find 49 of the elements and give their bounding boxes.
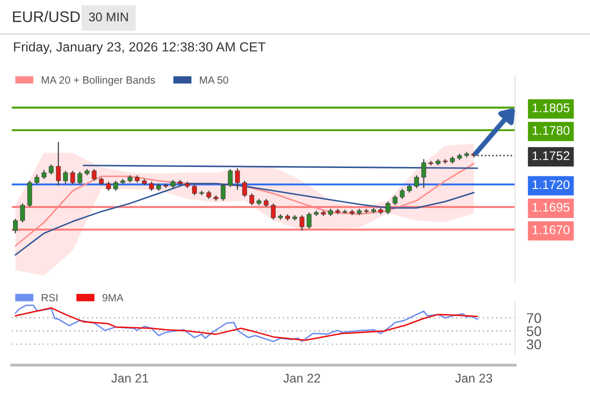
x-tick-label: Jan 23 [455, 374, 492, 383]
candlestick [392, 194, 398, 206]
candlestick [414, 174, 419, 189]
candlestick [106, 181, 111, 192]
y-tick-label: 1.1695 [532, 202, 570, 212]
y-tick-label: 1.1720 [532, 180, 570, 190]
candlestick [386, 201, 390, 215]
candlestick [42, 169, 46, 180]
candlestick [400, 188, 405, 200]
candlestick [48, 164, 54, 176]
candlestick [63, 170, 68, 184]
legend-label: 9MA [102, 294, 124, 302]
y-tick-label: 1.1670 [532, 225, 570, 234]
chart-subtitle: Friday, January 23, 2026 12:38:30 AM CET [14, 42, 266, 54]
candlestick [149, 181, 154, 192]
line-series [14, 182, 475, 256]
legend-label: RSI [42, 294, 58, 302]
candlestick [249, 192, 254, 206]
candlestick [300, 214, 304, 232]
x-tick-label: Jan 22 [283, 374, 320, 383]
y-tick-label: 1.1805 [532, 103, 570, 112]
chart-title: EUR/USD [13, 10, 80, 22]
y-tick-label: 50 [526, 326, 542, 336]
candlestick [242, 180, 247, 198]
y-tick-label: 70 [526, 313, 542, 323]
y-tick-label: 1.1780 [532, 126, 570, 135]
candlestick [228, 168, 233, 188]
candlestick [421, 158, 426, 189]
candlestick [70, 170, 76, 185]
x-tick-label: Jan 21 [111, 374, 148, 383]
candlestick [56, 141, 61, 186]
y-tick-label: 1.1752 [532, 151, 570, 160]
candlestick [78, 171, 82, 185]
candlestick [270, 202, 276, 220]
candlestick [20, 202, 25, 223]
candlestick [113, 180, 118, 192]
candlestick [92, 168, 97, 182]
legend-label: MA 50 [200, 76, 228, 84]
candlestick [235, 168, 240, 190]
text: 30 MIN [88, 12, 128, 22]
candlestick [442, 158, 448, 164]
candlestick [13, 218, 18, 234]
candlestick [306, 212, 312, 230]
candlestick [34, 174, 40, 185]
candlestick [220, 182, 226, 202]
candlestick [192, 184, 197, 196]
candlestick [27, 180, 32, 208]
y-tick-label: 30 [526, 339, 542, 350]
legend-label: MA 20 + Bollinger Bands [42, 76, 155, 86]
